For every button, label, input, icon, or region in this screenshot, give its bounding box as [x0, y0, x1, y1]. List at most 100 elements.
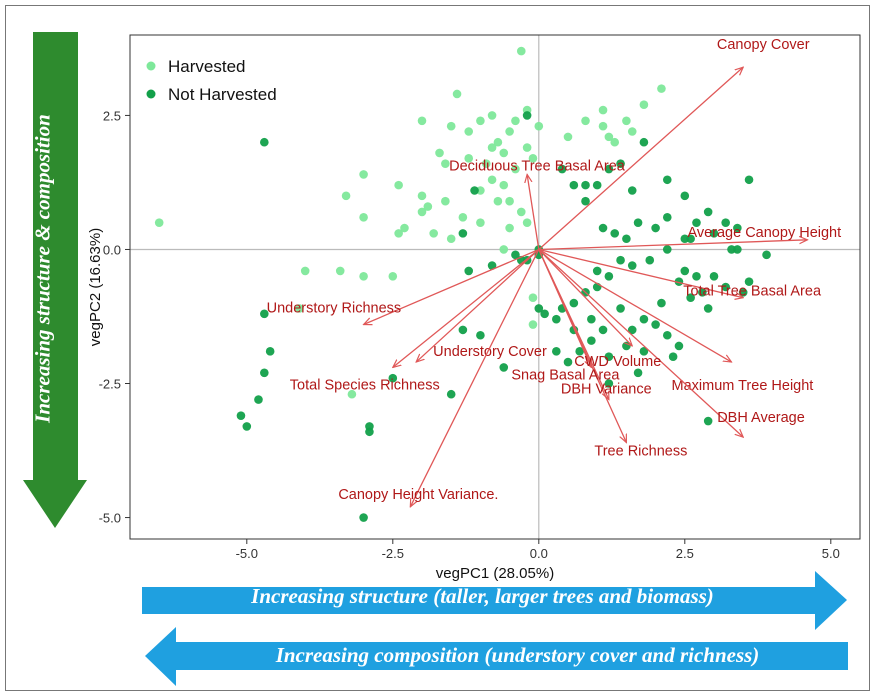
- point-not-harvested-87: [627, 186, 637, 195]
- point-not-harvested-41: [762, 250, 771, 260]
- legend-marker-harvested: [146, 61, 156, 71]
- point-not-harvested-68: [587, 314, 596, 324]
- point-not-harvested-30: [616, 159, 625, 168]
- plot-panel-border: [129, 34, 861, 540]
- axes: -5.0 -2.5 0.0 2.5 5.0 2.5 0.0 -2.5 -5.0: [99, 108, 840, 561]
- point-harvested-37: [452, 89, 462, 99]
- point-not-harvested-3: [260, 368, 269, 378]
- point-not-harvested-24: [522, 111, 532, 120]
- loading-label-5: DBH Average: [717, 410, 805, 426]
- point-harvested-50: [598, 105, 608, 115]
- point-harvested-52: [622, 116, 631, 126]
- point-harvested-30: [487, 111, 497, 120]
- point-not-harvested-36: [721, 218, 730, 227]
- point-not-harvested-14: [499, 363, 509, 372]
- point-harvested-25: [493, 196, 503, 206]
- point-not-harvested-72: [639, 314, 649, 324]
- point-not-harvested-44: [692, 271, 701, 281]
- point-harvested-33: [534, 121, 544, 131]
- loading-label-11: Total Species Richness: [290, 377, 440, 393]
- point-not-harvested-39: [709, 229, 719, 238]
- point-not-harvested-62: [592, 266, 602, 276]
- point-not-harvested-53: [610, 229, 620, 238]
- point-not-harvested-82: [552, 347, 561, 356]
- point-harvested-4: [300, 266, 310, 276]
- loading-label-13: Canopy Height Variance.: [338, 487, 498, 503]
- point-harvested-47: [528, 154, 538, 163]
- point-not-harvested-6: [236, 411, 246, 420]
- point-harvested-46: [522, 143, 532, 152]
- point-not-harvested-33: [680, 191, 690, 201]
- point-harvested-5: [295, 304, 304, 313]
- point-not-harvested-61: [604, 271, 614, 281]
- point-harvested-27: [446, 121, 456, 131]
- blue-left-arrow: [145, 627, 848, 686]
- point-not-harvested-64: [569, 298, 579, 308]
- point-harvested-0: [154, 218, 164, 227]
- point-not-harvested-75: [674, 341, 684, 351]
- point-harvested-1: [359, 170, 368, 179]
- loading-label-8: Snag Basal Area: [511, 367, 620, 383]
- point-not-harvested-80: [575, 347, 584, 356]
- loading-arrow-0: [538, 67, 743, 250]
- point-not-harvested-11: [446, 389, 456, 399]
- y-tick-label-3: -5.0: [99, 511, 121, 526]
- x-tick-label-1: -2.5: [382, 546, 404, 561]
- point-not-harvested-56: [651, 223, 660, 233]
- legend-marker-not-harvested: [146, 89, 156, 99]
- point-harvested-58: [505, 223, 514, 233]
- x-tick-label-2: 0.0: [530, 546, 548, 561]
- point-harvested-19: [458, 212, 468, 222]
- point-not-harvested-28: [592, 180, 602, 190]
- point-harvested-28: [464, 127, 474, 136]
- loading-arrow-1: [527, 174, 540, 250]
- point-harvested-59: [522, 218, 532, 227]
- point-harvested-20: [476, 218, 485, 227]
- point-harvested-42: [487, 143, 497, 152]
- point-harvested-9: [394, 180, 403, 190]
- point-harvested-16: [441, 196, 450, 206]
- point-not-harvested-71: [627, 325, 637, 335]
- point-not-harvested-16: [464, 266, 474, 276]
- point-not-harvested-31: [639, 137, 649, 147]
- point-not-harvested-4: [254, 395, 263, 404]
- composition-annotation: Increasing composition (understory cover…: [275, 643, 760, 667]
- point-not-harvested-32: [662, 175, 672, 185]
- point-harvested-2: [341, 191, 351, 201]
- point-not-harvested-50: [686, 293, 695, 303]
- point-harvested-45: [511, 164, 520, 174]
- loading-arrow-9: [538, 249, 632, 346]
- point-not-harvested-5: [242, 422, 252, 431]
- point-harvested-54: [604, 132, 614, 142]
- point-harvested-41: [464, 154, 474, 163]
- loading-label-12: Understory Cover: [433, 344, 547, 360]
- point-harvested-6: [359, 212, 368, 222]
- legend: Harvested Not Harvested: [146, 57, 277, 104]
- point-not-harvested-93: [668, 352, 678, 362]
- figure-frame: [5, 5, 870, 691]
- point-harvested-55: [639, 100, 649, 110]
- point-harvested-51: [610, 137, 620, 147]
- point-not-harvested-54: [622, 234, 631, 244]
- loading-arrows: Canopy Cover Deciduous Tree Basal Area Ave…: [267, 37, 841, 507]
- point-harvested-43: [499, 148, 509, 158]
- point-harvested-29: [476, 116, 485, 126]
- point-not-harvested-45: [680, 266, 690, 276]
- loading-label-7: DBH Variance: [561, 382, 652, 398]
- loading-label-2: Average Canopy Height: [687, 225, 841, 241]
- point-harvested-31: [511, 116, 520, 126]
- point-not-harvested-29: [604, 164, 614, 174]
- loading-arrow-5: [538, 248, 743, 437]
- point-not-harvested-17: [487, 261, 497, 270]
- point-not-harvested-90: [703, 416, 713, 426]
- point-not-harvested-84: [534, 304, 544, 313]
- point-harvested-57: [657, 84, 666, 93]
- loading-label-1: Deciduous Tree Basal Area: [449, 158, 626, 174]
- loading-label-6: Tree Richness: [594, 443, 687, 459]
- point-not-harvested-18: [511, 250, 520, 260]
- point-not-harvested-78: [604, 352, 614, 362]
- loading-arrow-11: [393, 248, 540, 367]
- x-tick-label-3: 2.5: [676, 546, 694, 561]
- point-harvested-62: [528, 320, 538, 329]
